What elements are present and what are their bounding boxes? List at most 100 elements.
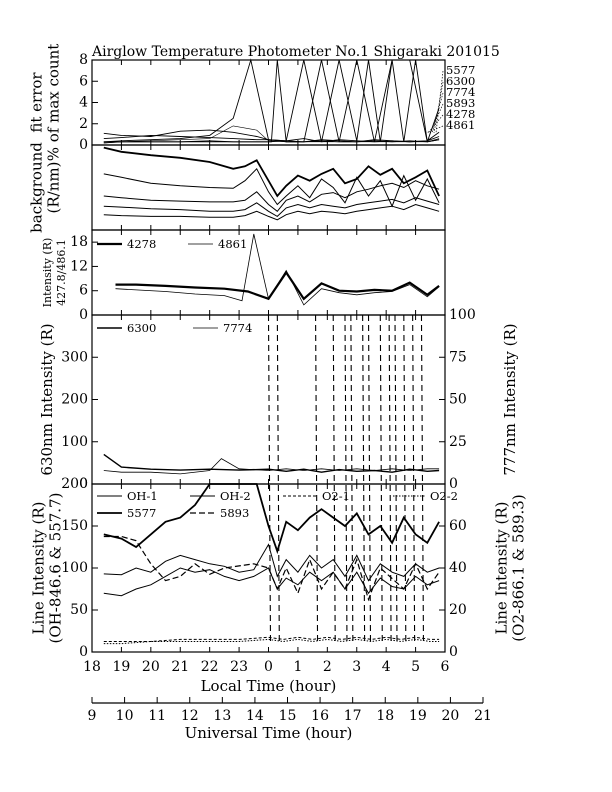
dashed-spike (315, 314, 319, 645)
legend-entry: 5577 (446, 63, 475, 77)
y-tick-label: 200 (61, 392, 88, 408)
legend-entry: OH-1 (127, 489, 158, 503)
legend-leader (431, 92, 444, 134)
local-tick-label: 1 (293, 659, 302, 675)
y-axis-title: (OH-846.6 & 557.7) (47, 493, 65, 644)
y-axis-title: fit error (28, 72, 46, 133)
y-axis-title: Intensity (R) (41, 238, 54, 308)
y-tick-label: 4 (79, 95, 88, 111)
dashed-spike (344, 314, 348, 645)
dashed-spike (332, 314, 336, 645)
local-tick-label: 21 (171, 659, 189, 675)
y2-axis-title: (O2-866.1 & 589.3) (510, 494, 528, 641)
series-line-5577 (103, 483, 440, 555)
legend-entry: 7774 (446, 85, 475, 99)
dashed-spike (367, 314, 372, 645)
y-tick-label: 0 (79, 644, 88, 660)
series-line-OH-1 (103, 543, 440, 582)
y-tick-label: 50 (70, 602, 88, 618)
legend-entry: 5893 (446, 96, 475, 110)
y2-tick-label: 100 (449, 307, 476, 323)
legend-leader (427, 114, 444, 134)
y-axis-title: background (28, 142, 46, 233)
ut-tick-label: 10 (116, 708, 134, 724)
legend-entry: 6300 (446, 74, 475, 88)
y-tick-label: 100 (61, 434, 88, 450)
dashed-spike (412, 314, 416, 645)
series-line (103, 146, 440, 198)
ut-tick-label: 21 (474, 708, 492, 724)
y2-tick-label: 40 (449, 560, 467, 576)
y2-tick-label: 50 (449, 392, 467, 408)
series-line-4861 (115, 233, 440, 306)
y2-tick-label: 60 (449, 518, 467, 534)
legend-entry: O2-1 (322, 489, 350, 503)
local-tick-label: 0 (264, 659, 273, 675)
ut-tick-label: 14 (246, 708, 264, 724)
series-line-7774 (103, 458, 440, 475)
ut-tick-label: 9 (88, 708, 97, 724)
dashed-spike (362, 314, 366, 645)
y-tick-label: 0 (79, 137, 88, 153)
legend-entry: 4278 (127, 237, 156, 251)
y-tick-label: 300 (61, 349, 88, 365)
local-tick-label: 20 (142, 659, 160, 675)
legend-entry: 7774 (223, 321, 252, 335)
y-axis-title: 427.8/486.1 (55, 239, 68, 306)
series-line-4278 (103, 58, 440, 143)
y2-axis-title: Line Intensity (R) (493, 502, 511, 635)
ut-tick-label: 15 (279, 708, 297, 724)
y-axis-title: Line Intensity (R) (30, 502, 48, 635)
y2-axis-title: 777nm Intensity (R) (501, 323, 519, 475)
legend-entry: OH-2 (220, 489, 251, 503)
local-tick-label: 22 (201, 659, 219, 675)
dashed-spike (350, 314, 354, 645)
y-tick-label: 0 (79, 307, 88, 323)
series-line (103, 180, 440, 212)
y-tick-label: 8 (79, 52, 88, 68)
panel-frame (91, 144, 446, 231)
dashed-spike (420, 314, 425, 645)
y-axis-title: % of max count (45, 44, 63, 162)
y2-tick-label: 0 (449, 476, 458, 492)
dashed-spike (403, 314, 407, 645)
y2-tick-label: 0 (449, 644, 458, 660)
y2-tick-label: 75 (449, 349, 467, 365)
dashed-spike (388, 314, 392, 645)
legend-entry: O2-2 (430, 489, 458, 503)
y-tick-label: 2 (79, 116, 88, 132)
series-line (103, 203, 440, 221)
dashed-spike (394, 314, 398, 645)
ut-axis-title: Universal Time (hour) (185, 724, 353, 742)
ut-tick-label: 16 (311, 708, 329, 724)
y-tick-label: 200 (61, 476, 88, 492)
legend-entry: 5893 (220, 506, 249, 520)
ut-tick-label: 12 (181, 708, 199, 724)
ut-tick-label: 13 (213, 708, 231, 724)
dashed-spike (379, 314, 383, 645)
ut-tick-label: 17 (344, 708, 362, 724)
y-axis-title: 630nm Intensity (R) (38, 323, 56, 475)
dashed-spike (276, 314, 280, 645)
ut-tick-label: 19 (409, 708, 427, 724)
panel-background: background (R/nm) (28, 142, 446, 233)
legend-entry: 4861 (446, 118, 475, 132)
local-axis-title: Local Time (hour) (201, 677, 337, 695)
legend-leader (425, 125, 444, 134)
series-line-O2-1 (103, 636, 440, 642)
series-line-4278 (115, 270, 440, 301)
ut-tick-label: 11 (148, 708, 166, 724)
local-tick-label: 6 (441, 659, 450, 675)
series-line-4861 (103, 125, 440, 144)
y-tick-label: 100 (61, 560, 88, 576)
legend-entry: 4278 (446, 107, 475, 121)
local-tick-label: 18 (83, 659, 101, 675)
series-line (103, 197, 440, 218)
local-tick-label: 19 (113, 659, 131, 675)
y2-tick-label: 20 (449, 602, 467, 618)
